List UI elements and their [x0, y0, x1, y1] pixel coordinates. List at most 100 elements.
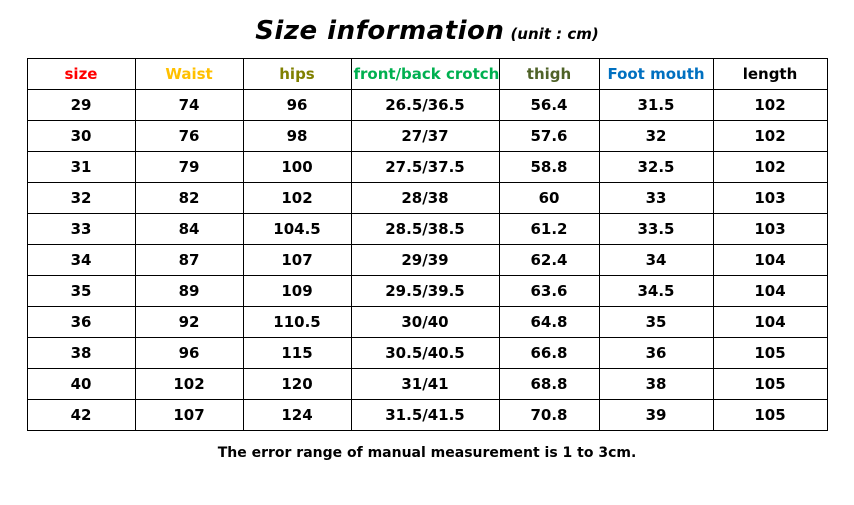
table-cell: 33	[598, 182, 714, 214]
table-cell: 82	[134, 182, 244, 214]
table-cell: 33	[26, 213, 136, 245]
table-cell: 29/39	[350, 244, 500, 276]
table-cell: 38	[26, 337, 136, 369]
table-cell: 105	[712, 368, 828, 400]
table-cell: 34	[26, 244, 136, 276]
column-header-thigh: thigh	[498, 58, 600, 90]
table-cell: 34	[598, 244, 714, 276]
table-cell: 63.6	[498, 275, 600, 307]
table-cell: 103	[712, 182, 828, 214]
table-cell: 33.5	[598, 213, 714, 245]
table-cell: 79	[134, 151, 244, 183]
table-cell: 76	[134, 120, 244, 152]
table-row: 29 74 96 26.5/36.5 56.4 31.5 102	[26, 89, 828, 121]
table-cell: 27/37	[350, 120, 500, 152]
table-cell: 102	[712, 89, 828, 121]
table-cell: 32	[598, 120, 714, 152]
table-cell: 96	[242, 89, 352, 121]
table-row: 33 84 104.5 28.5/38.5 61.2 33.5 103	[26, 213, 828, 245]
column-header-waist: Waist	[134, 58, 244, 90]
table-cell: 57.6	[498, 120, 600, 152]
table-cell: 70.8	[498, 399, 600, 431]
table-cell: 109	[242, 275, 352, 307]
table-row: 30 76 98 27/37 57.6 32 102	[26, 120, 828, 152]
table-cell: 39	[598, 399, 714, 431]
table-cell: 104	[712, 306, 828, 338]
table-cell: 102	[712, 151, 828, 183]
table-row: 38 96 115 30.5/40.5 66.8 36 105	[26, 337, 828, 369]
table-cell: 32.5	[598, 151, 714, 183]
table-cell: 32	[26, 182, 136, 214]
table-cell: 28/38	[350, 182, 500, 214]
table-cell: 27.5/37.5	[350, 151, 500, 183]
table-cell: 30.5/40.5	[350, 337, 500, 369]
table-cell: 107	[134, 399, 244, 431]
table-cell: 35	[598, 306, 714, 338]
table-cell: 58.8	[498, 151, 600, 183]
table-cell: 30/40	[350, 306, 500, 338]
table-row: 36 92 110.5 30/40 64.8 35 104	[26, 306, 828, 338]
table-cell: 61.2	[498, 213, 600, 245]
table-cell: 102	[242, 182, 352, 214]
table-cell: 89	[134, 275, 244, 307]
table-cell: 110.5	[242, 306, 352, 338]
table-cell: 34.5	[598, 275, 714, 307]
table-cell: 74	[134, 89, 244, 121]
size-table-body: 29 74 96 26.5/36.5 56.4 31.5 102 30 76 98 27/37 57.…	[26, 89, 828, 431]
table-cell: 36	[26, 306, 136, 338]
column-header-hips: hips	[242, 58, 352, 90]
table-cell: 87	[134, 244, 244, 276]
table-cell: 60	[498, 182, 600, 214]
size-table: size Waist hips front/back crotch thigh Foot …	[26, 58, 828, 431]
table-cell: 42	[26, 399, 136, 431]
table-cell: 29	[26, 89, 136, 121]
table-cell: 84	[134, 213, 244, 245]
table-cell: 66.8	[498, 337, 600, 369]
table-cell: 105	[712, 399, 828, 431]
title-row: Size information (unit : cm)	[0, 16, 854, 46]
table-cell: 29.5/39.5	[350, 275, 500, 307]
table-cell: 26.5/36.5	[350, 89, 500, 121]
table-cell: 102	[712, 120, 828, 152]
table-cell: 98	[242, 120, 352, 152]
table-cell: 40	[26, 368, 136, 400]
table-cell: 107	[242, 244, 352, 276]
table-cell: 120	[242, 368, 352, 400]
table-cell: 38	[598, 368, 714, 400]
table-cell: 36	[598, 337, 714, 369]
column-header-size: size	[26, 58, 136, 90]
table-row: 40 102 120 31/41 68.8 38 105	[26, 368, 828, 400]
measurement-error-note: The error range of manual measurement is…	[217, 445, 637, 461]
table-cell: 28.5/38.5	[350, 213, 500, 245]
table-cell: 92	[134, 306, 244, 338]
table-cell: 30	[26, 120, 136, 152]
table-cell: 105	[712, 337, 828, 369]
table-cell: 100	[242, 151, 352, 183]
table-cell: 62.4	[498, 244, 600, 276]
page-title: Size information	[255, 16, 505, 46]
unit-note: (unit : cm)	[510, 25, 599, 43]
table-cell: 31.5	[598, 89, 714, 121]
table-row: 32 82 102 28/38 60 33 103	[26, 182, 828, 214]
table-cell: 115	[242, 337, 352, 369]
table-row: 31 79 100 27.5/37.5 58.8 32.5 102	[26, 151, 828, 183]
table-cell: 56.4	[498, 89, 600, 121]
column-header-foot-mouth: Foot mouth	[598, 58, 714, 90]
table-cell: 104	[712, 275, 828, 307]
table-row: 42 107 124 31.5/41.5 70.8 39 105	[26, 399, 828, 431]
table-cell: 104	[712, 244, 828, 276]
table-row: 35 89 109 29.5/39.5 63.6 34.5 104	[26, 275, 828, 307]
table-cell: 102	[134, 368, 244, 400]
table-cell: 103	[712, 213, 828, 245]
table-cell: 31/41	[350, 368, 500, 400]
table-cell: 68.8	[498, 368, 600, 400]
table-cell: 96	[134, 337, 244, 369]
column-header-front-back-crotch: front/back crotch	[350, 58, 500, 90]
table-cell: 31	[26, 151, 136, 183]
column-header-length: length	[712, 58, 828, 90]
table-cell: 124	[242, 399, 352, 431]
table-row: 34 87 107 29/39 62.4 34 104	[26, 244, 828, 276]
size-table-header-row: size Waist hips front/back crotch thigh Foot …	[26, 58, 828, 90]
table-cell: 31.5/41.5	[350, 399, 500, 431]
